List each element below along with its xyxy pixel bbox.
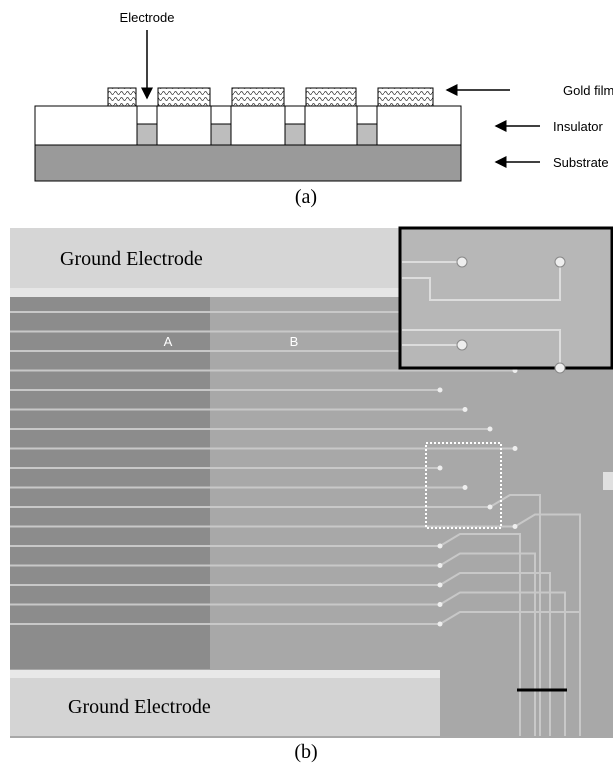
- label: Electrode: [120, 10, 175, 25]
- label: Substrate: [553, 155, 609, 170]
- label: B: [290, 334, 299, 349]
- electrode-dot: [438, 544, 443, 549]
- electrode-dot: [488, 427, 493, 432]
- substrate-layer: [35, 145, 461, 181]
- electrode-dot: [463, 485, 468, 490]
- electrode-dot: [488, 505, 493, 510]
- electrode-dot: [438, 466, 443, 471]
- electrode-dot: [438, 622, 443, 627]
- insulator-layer: [35, 106, 461, 145]
- caption: (b): [294, 741, 317, 763]
- page: Electrode Gold film Insulator Substrate …: [0, 0, 613, 766]
- electrode-dot: [463, 407, 468, 412]
- caption: (a): [295, 186, 317, 208]
- label: Insulator: [553, 119, 604, 134]
- gold-film: [108, 88, 433, 106]
- pad: [603, 472, 613, 490]
- electrode-dot: [513, 446, 518, 451]
- inset: [400, 228, 612, 368]
- micrograph: Ground Electrode A B Ground Electrode: [10, 228, 613, 738]
- electrode-dot: [438, 583, 443, 588]
- electrode-dot: [438, 602, 443, 607]
- electrode-dot: [438, 563, 443, 568]
- electrode-dot: [513, 524, 518, 529]
- figure: Electrode Gold film Insulator Substrate …: [0, 0, 613, 766]
- electrode-dot: [438, 388, 443, 393]
- electrode-edge: [10, 670, 440, 678]
- label: A: [164, 334, 173, 349]
- label: Ground Electrode: [68, 696, 211, 718]
- region-a: [10, 297, 210, 669]
- schematic: Electrode Gold film Insulator Substrate …: [35, 10, 613, 208]
- label: Ground Electrode: [60, 248, 203, 270]
- electrode-edge: [10, 288, 400, 297]
- label: Gold film: [563, 83, 613, 98]
